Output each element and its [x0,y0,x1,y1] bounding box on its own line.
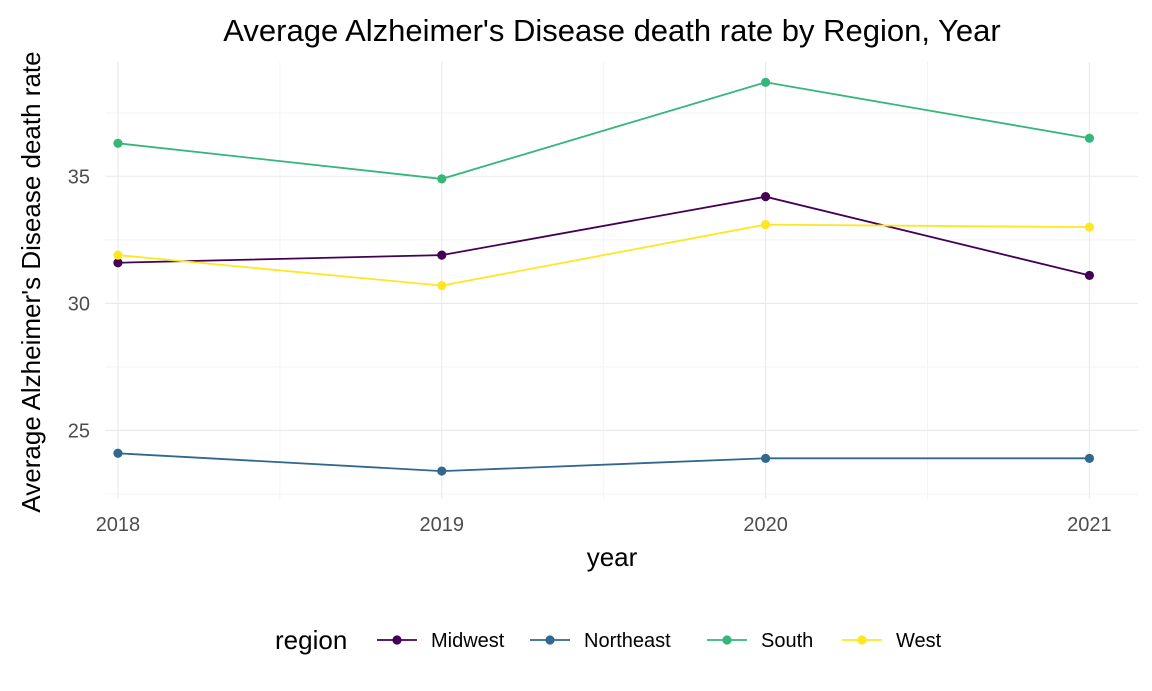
data-point-midwest [1084,270,1095,281]
chart-title: Average Alzheimer's Disease death rate b… [223,13,1000,48]
x-axis-title: year [587,542,638,572]
legend-item-south: South [707,630,813,652]
data-point-northeast [113,448,123,458]
y-tick-label: 35 [68,166,90,188]
legend-label: Northeast [584,630,671,652]
x-tick-label: 2018 [96,514,141,536]
legend-title: region [275,625,347,655]
data-point-south [113,138,123,148]
legend-key-point [857,635,867,645]
legend-item-midwest: Midwest [377,630,505,652]
data-point-south [1084,133,1095,143]
legend-item-west: West [842,630,942,652]
data-point-south [437,174,447,184]
series-midwest [113,192,1095,281]
x-tick-label: 2021 [1067,514,1112,536]
data-point-south [761,77,771,87]
series-line-northeast [117,452,1090,473]
data-point-west [437,280,447,291]
series-line-west [117,223,1090,287]
x-axis-ticks: 2018 2019 2020 2021 [96,514,1112,536]
legend-key-point [545,635,555,645]
legend-label: Midwest [431,630,505,652]
x-tick-label: 2020 [743,514,788,536]
series-group [113,77,1095,476]
y-tick-label: 25 [68,420,90,442]
y-tick-label: 30 [68,293,90,315]
y-axis-title: Average Alzheimer's Disease death rate [16,51,46,512]
legend-key-point [722,635,732,645]
legend-key-point [392,635,402,645]
series-line-south [117,81,1090,180]
series-west [113,220,1095,291]
data-point-west [761,220,771,230]
data-point-midwest [437,250,447,260]
legend-label: South [761,630,813,652]
series-line-midwest [117,195,1090,277]
data-point-northeast [761,453,771,463]
grid [105,62,1138,499]
legend-label: West [896,630,942,652]
data-point-midwest [761,192,771,202]
legend-item-northeast: Northeast [530,630,671,652]
series-south [113,77,1095,184]
data-point-west [113,250,123,260]
y-axis-ticks: 25 30 35 [68,166,90,442]
data-point-west [1084,222,1095,232]
data-point-northeast [437,466,447,476]
legend: region Midwest Northeast South West [275,625,942,655]
data-point-northeast [1084,453,1095,463]
series-northeast [113,448,1095,476]
x-tick-label: 2019 [420,514,465,536]
legend-items: Midwest Northeast South West [377,630,942,652]
data-point-midwest [113,258,123,268]
